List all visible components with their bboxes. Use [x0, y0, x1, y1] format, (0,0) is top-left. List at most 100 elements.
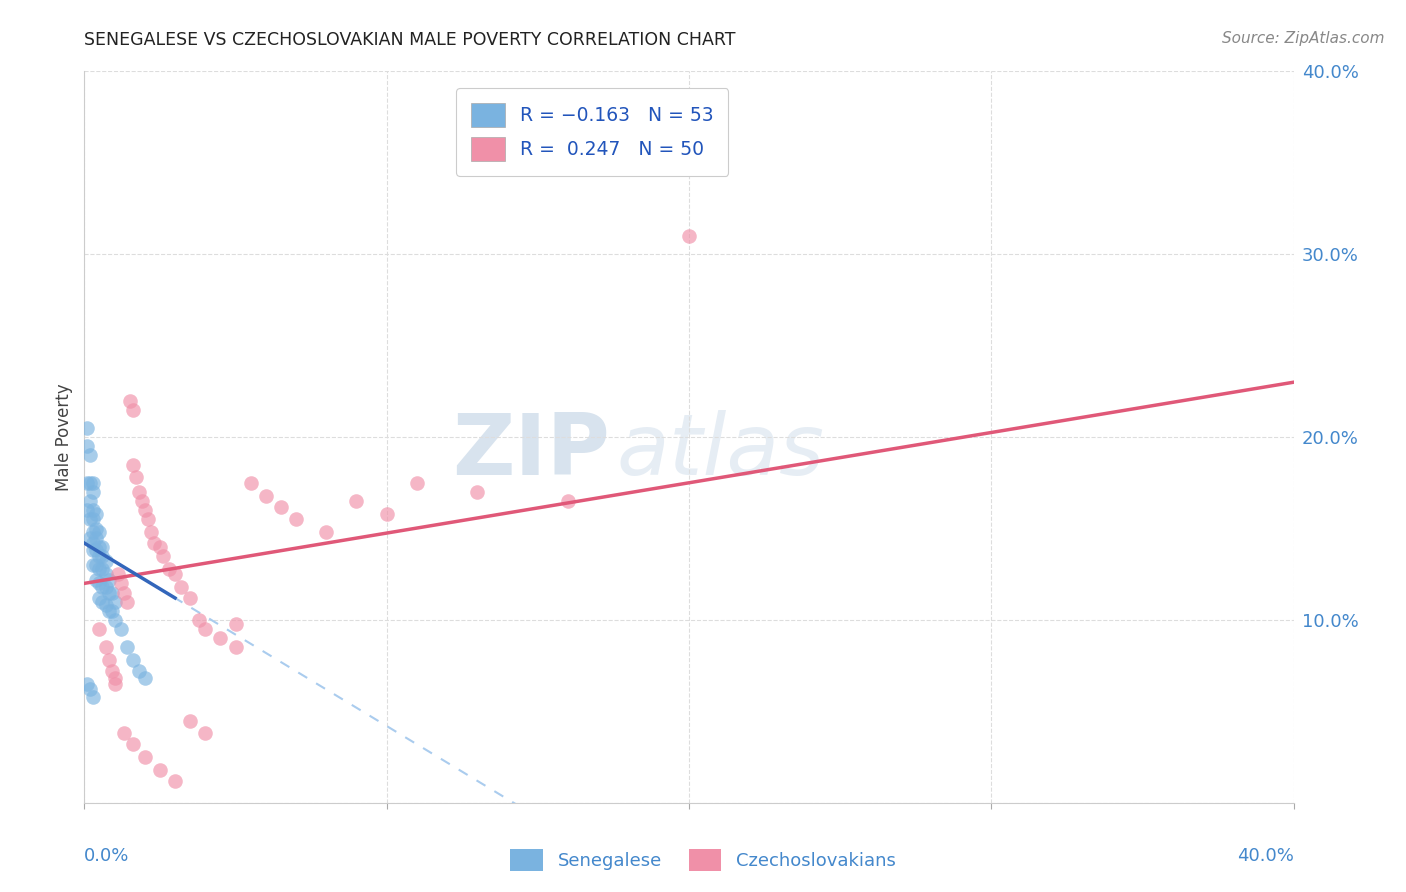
Point: [82, 536, 104, 550]
Point: [86, 573, 108, 587]
Text: atlas: atlas: [616, 410, 824, 493]
Point: [82, 485, 104, 500]
Point: [91, 540, 114, 554]
Point: [82, 503, 104, 517]
Point: [104, 672, 127, 686]
Point: [76, 503, 98, 517]
Point: [121, 458, 143, 472]
Point: [104, 677, 127, 691]
Point: [76, 677, 98, 691]
Point: [134, 750, 156, 764]
Point: [139, 525, 162, 540]
Point: [165, 773, 187, 788]
Point: [94, 640, 117, 655]
Point: [170, 580, 193, 594]
Point: [82, 690, 104, 704]
Point: [89, 591, 111, 605]
Legend: Senegalese, Czechoslovakians: Senegalese, Czechoslovakians: [503, 842, 903, 879]
Point: [100, 604, 122, 618]
Point: [97, 573, 120, 587]
Point: [406, 475, 429, 490]
Point: [79, 475, 101, 490]
Text: 40.0%: 40.0%: [1237, 847, 1294, 864]
Point: [89, 549, 111, 563]
Point: [112, 726, 135, 740]
Point: [97, 604, 120, 618]
Point: [89, 525, 111, 540]
Point: [104, 594, 127, 608]
Point: [209, 632, 232, 646]
Point: [82, 543, 104, 558]
Text: SENEGALESE VS CZECHOSLOVAKIAN MALE POVERTY CORRELATION CHART: SENEGALESE VS CZECHOSLOVAKIAN MALE POVER…: [84, 31, 735, 49]
Point: [149, 540, 172, 554]
Point: [118, 393, 141, 408]
Point: [179, 714, 201, 728]
Point: [678, 229, 700, 244]
Point: [91, 580, 114, 594]
Point: [112, 585, 135, 599]
Point: [110, 576, 132, 591]
Point: [115, 594, 138, 608]
Point: [179, 591, 201, 605]
Point: [94, 554, 117, 568]
Point: [225, 616, 247, 631]
Point: [79, 512, 101, 526]
Point: [110, 622, 132, 636]
Point: [86, 531, 108, 545]
Point: [97, 653, 120, 667]
Point: [315, 525, 337, 540]
Point: [142, 536, 165, 550]
Point: [134, 503, 156, 517]
Point: [86, 507, 108, 521]
Point: [86, 521, 108, 535]
Point: [188, 613, 211, 627]
Point: [79, 494, 101, 508]
Text: ZIP: ZIP: [453, 410, 610, 493]
Point: [86, 558, 108, 573]
Point: [285, 512, 308, 526]
Point: [94, 599, 117, 613]
Text: Source: ZipAtlas.com: Source: ZipAtlas.com: [1222, 31, 1385, 46]
Point: [100, 664, 122, 678]
Point: [121, 737, 143, 751]
Point: [121, 653, 143, 667]
Point: [375, 507, 398, 521]
Point: [89, 576, 111, 591]
Point: [115, 640, 138, 655]
Point: [121, 402, 143, 417]
Point: [194, 622, 217, 636]
Point: [239, 475, 262, 490]
Point: [157, 562, 180, 576]
Point: [225, 640, 247, 655]
Point: [128, 664, 150, 678]
Point: [76, 475, 98, 490]
Point: [125, 470, 148, 484]
Point: [136, 512, 159, 526]
Point: [89, 540, 111, 554]
Point: [89, 622, 111, 636]
Point: [86, 543, 108, 558]
Point: [194, 726, 217, 740]
Point: [89, 562, 111, 576]
Point: [91, 549, 114, 563]
Point: [467, 485, 489, 500]
Text: 0.0%: 0.0%: [84, 847, 129, 864]
Point: [254, 489, 277, 503]
Point: [94, 580, 117, 594]
Point: [100, 585, 122, 599]
Point: [91, 562, 114, 576]
Y-axis label: Male Poverty: Male Poverty: [55, 384, 73, 491]
Point: [91, 594, 114, 608]
Point: [128, 485, 150, 500]
Point: [79, 448, 101, 462]
Point: [104, 613, 127, 627]
Point: [76, 439, 98, 453]
Legend: R = −0.163   N = 53, R =  0.247   N = 50: R = −0.163 N = 53, R = 0.247 N = 50: [456, 88, 728, 176]
Point: [149, 763, 172, 777]
Point: [131, 494, 153, 508]
Point: [97, 585, 120, 599]
Point: [633, 101, 655, 115]
Point: [270, 500, 292, 514]
Point: [82, 475, 104, 490]
Point: [165, 567, 187, 582]
